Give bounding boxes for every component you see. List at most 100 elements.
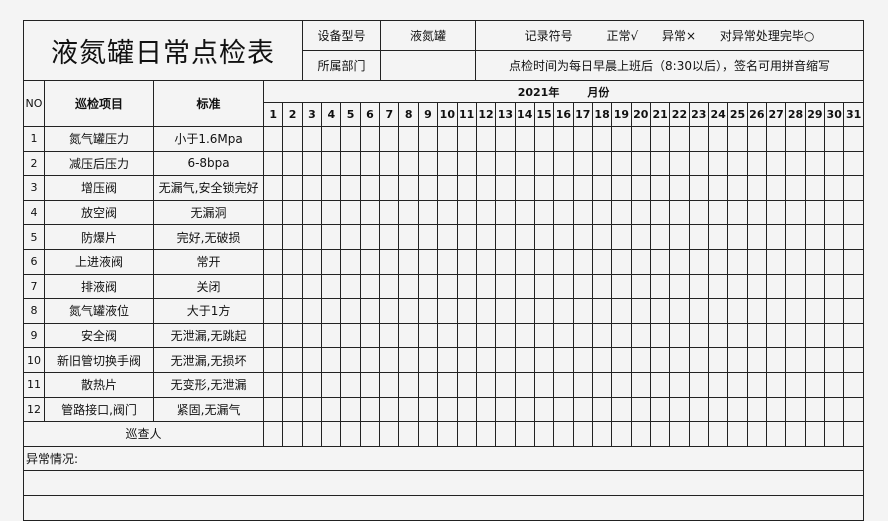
check-cell[interactable] — [707, 273, 729, 300]
check-cell[interactable] — [611, 298, 632, 324]
abnormal-situation-line[interactable] — [23, 494, 864, 521]
check-cell[interactable] — [591, 150, 613, 177]
check-cell[interactable] — [591, 199, 613, 226]
check-cell[interactable] — [746, 273, 768, 300]
check-cell[interactable] — [263, 298, 284, 324]
department-value[interactable] — [380, 50, 476, 81]
check-cell[interactable] — [301, 126, 323, 152]
check-cell[interactable] — [707, 224, 729, 250]
check-cell[interactable] — [669, 322, 690, 349]
check-cell[interactable] — [495, 396, 516, 423]
check-cell[interactable] — [630, 273, 651, 300]
check-cell[interactable] — [746, 224, 768, 250]
check-cell[interactable] — [611, 371, 632, 398]
check-cell[interactable] — [379, 199, 400, 226]
check-cell[interactable] — [649, 224, 671, 250]
check-cell[interactable] — [688, 199, 709, 226]
check-cell[interactable] — [456, 126, 477, 152]
check-cell[interactable] — [301, 322, 323, 349]
check-cell[interactable] — [417, 421, 439, 447]
check-cell[interactable] — [437, 396, 458, 423]
check-cell[interactable] — [301, 248, 323, 275]
check-cell[interactable] — [379, 150, 400, 177]
check-cell[interactable] — [765, 322, 787, 349]
check-cell[interactable] — [379, 224, 400, 250]
check-cell[interactable] — [301, 199, 323, 226]
check-cell[interactable] — [727, 248, 748, 275]
check-cell[interactable] — [282, 248, 303, 275]
check-cell[interactable] — [630, 347, 651, 373]
check-cell[interactable] — [379, 175, 400, 201]
check-cell[interactable] — [495, 224, 516, 250]
check-cell[interactable] — [824, 273, 845, 300]
check-cell[interactable] — [263, 347, 284, 373]
check-cell[interactable] — [514, 126, 535, 152]
check-cell[interactable] — [649, 199, 671, 226]
check-cell[interactable] — [398, 396, 419, 423]
check-cell[interactable] — [514, 371, 535, 398]
check-cell[interactable] — [456, 150, 477, 177]
check-cell[interactable] — [727, 199, 748, 226]
check-cell[interactable] — [321, 298, 342, 324]
check-cell[interactable] — [843, 248, 864, 275]
check-cell[interactable] — [514, 298, 535, 324]
check-cell[interactable] — [727, 396, 748, 423]
check-cell[interactable] — [456, 175, 477, 201]
check-cell[interactable] — [359, 273, 381, 300]
check-cell[interactable] — [263, 199, 284, 226]
check-cell[interactable] — [649, 347, 671, 373]
check-cell[interactable] — [437, 298, 458, 324]
check-cell[interactable] — [398, 298, 419, 324]
check-cell[interactable] — [301, 175, 323, 201]
check-cell[interactable] — [669, 396, 690, 423]
check-cell[interactable] — [282, 347, 303, 373]
check-cell[interactable] — [321, 199, 342, 226]
check-cell[interactable] — [437, 347, 458, 373]
check-cell[interactable] — [456, 273, 477, 300]
check-cell[interactable] — [707, 421, 729, 447]
check-cell[interactable] — [514, 396, 535, 423]
check-cell[interactable] — [727, 298, 748, 324]
check-cell[interactable] — [572, 126, 593, 152]
check-cell[interactable] — [688, 273, 709, 300]
check-cell[interactable] — [707, 248, 729, 275]
check-cell[interactable] — [746, 126, 768, 152]
check-cell[interactable] — [804, 347, 826, 373]
check-cell[interactable] — [804, 175, 826, 201]
check-cell[interactable] — [379, 421, 400, 447]
check-cell[interactable] — [765, 126, 787, 152]
check-cell[interactable] — [263, 273, 284, 300]
check-cell[interactable] — [398, 421, 419, 447]
check-cell[interactable] — [843, 421, 864, 447]
check-cell[interactable] — [707, 126, 729, 152]
check-cell[interactable] — [804, 126, 826, 152]
device-model-value[interactable]: 液氮罐 — [380, 20, 476, 51]
check-cell[interactable] — [727, 371, 748, 398]
check-cell[interactable] — [688, 224, 709, 250]
check-cell[interactable] — [572, 224, 593, 250]
check-cell[interactable] — [263, 150, 284, 177]
check-cell[interactable] — [843, 347, 864, 373]
check-cell[interactable] — [359, 150, 381, 177]
check-cell[interactable] — [475, 273, 497, 300]
check-cell[interactable] — [359, 421, 381, 447]
check-cell[interactable] — [475, 347, 497, 373]
check-cell[interactable] — [765, 248, 787, 275]
check-cell[interactable] — [591, 421, 613, 447]
check-cell[interactable] — [572, 199, 593, 226]
check-cell[interactable] — [746, 248, 768, 275]
check-cell[interactable] — [321, 150, 342, 177]
check-cell[interactable] — [611, 347, 632, 373]
check-cell[interactable] — [340, 371, 361, 398]
check-cell[interactable] — [263, 421, 284, 447]
check-cell[interactable] — [824, 248, 845, 275]
check-cell[interactable] — [456, 347, 477, 373]
check-cell[interactable] — [321, 347, 342, 373]
check-cell[interactable] — [804, 248, 826, 275]
check-cell[interactable] — [630, 199, 651, 226]
check-cell[interactable] — [321, 396, 342, 423]
check-cell[interactable] — [282, 224, 303, 250]
check-cell[interactable] — [591, 175, 613, 201]
check-cell[interactable] — [746, 396, 768, 423]
check-cell[interactable] — [456, 371, 477, 398]
